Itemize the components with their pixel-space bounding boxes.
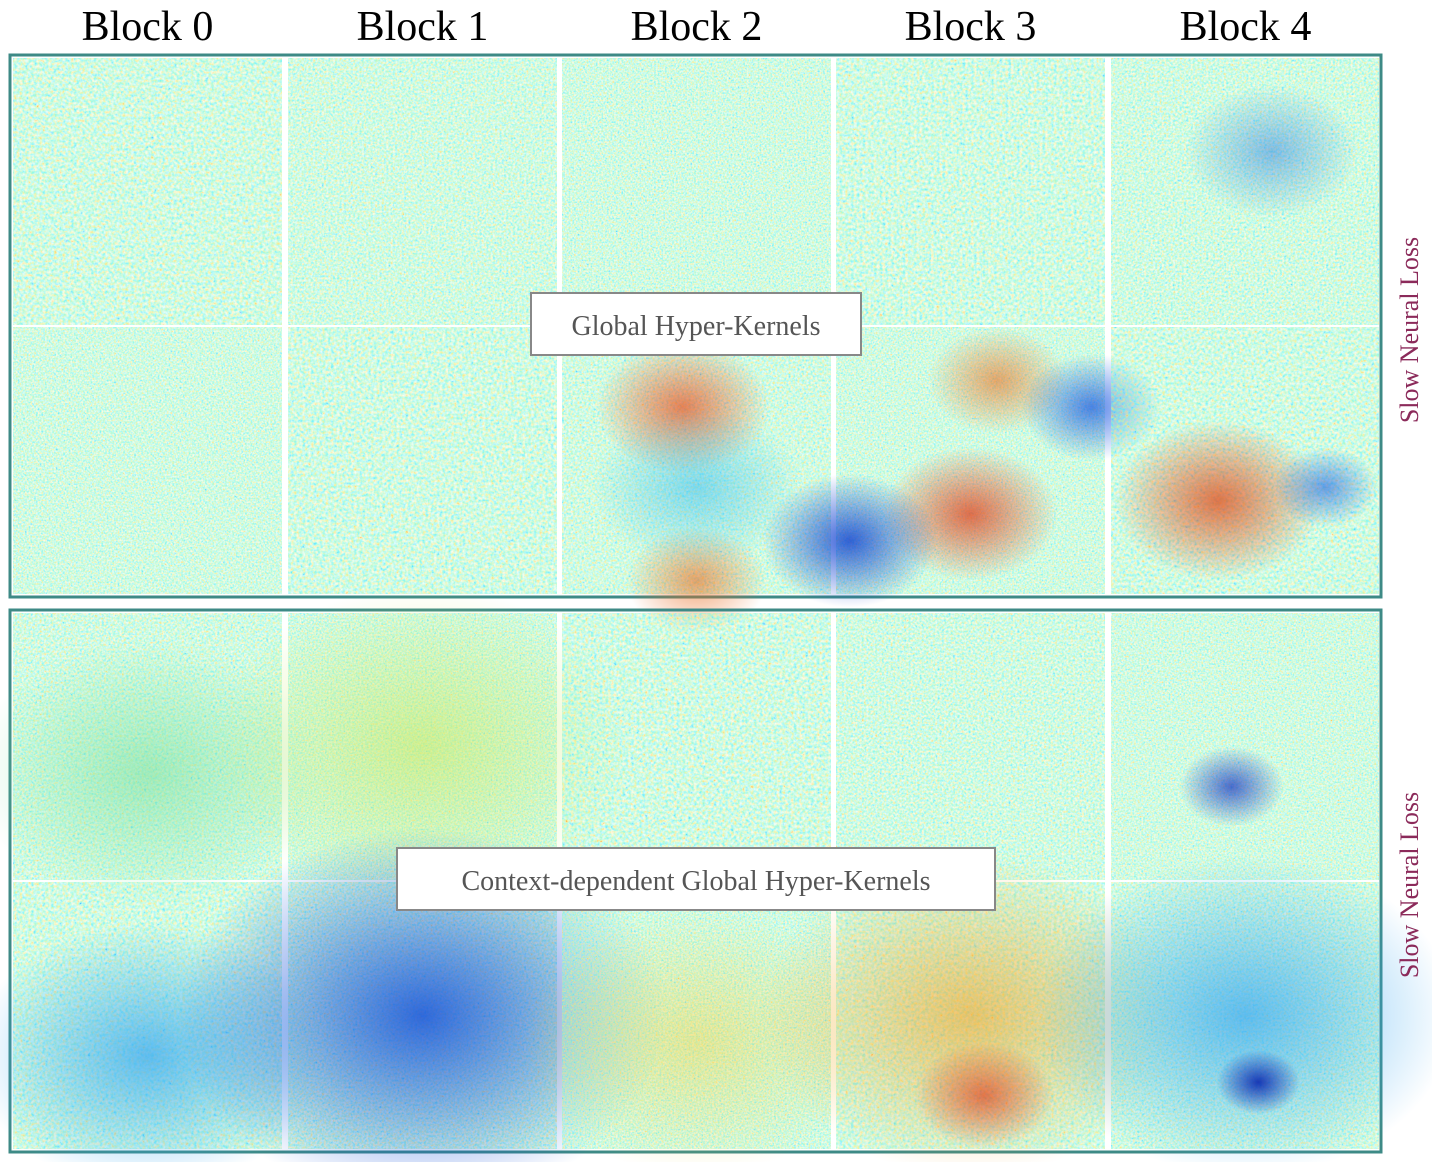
- side-label: Slow Neural Loss: [1395, 792, 1424, 978]
- heatmap: [13, 327, 282, 594]
- heatmap: [1111, 613, 1379, 880]
- heatmap: [836, 58, 1105, 325]
- panel-label: Global Hyper-Kernels: [571, 311, 820, 342]
- side-label: Slow Neural Loss: [1395, 237, 1424, 423]
- heatmap: [1111, 327, 1379, 594]
- heatmap: [562, 613, 831, 880]
- column-header: Block 4: [1180, 4, 1312, 50]
- heatmap: [562, 327, 831, 635]
- heatmap: [288, 58, 557, 325]
- label-box: [396, 847, 996, 911]
- label-box: [530, 292, 862, 356]
- heatmap: [1036, 855, 1432, 1162]
- heatmap: [562, 58, 831, 325]
- column-header: Block 2: [631, 4, 763, 50]
- column-header: Block 3: [905, 4, 1037, 50]
- heatmap: [1111, 58, 1379, 325]
- column-header: Block 0: [82, 4, 214, 50]
- heatmap: [836, 613, 1105, 880]
- panel-label: Context-dependent Global Hyper-Kernels: [461, 866, 930, 897]
- heatmap: [13, 58, 282, 325]
- column-header: Block 1: [357, 4, 489, 50]
- heatmap: [288, 327, 557, 594]
